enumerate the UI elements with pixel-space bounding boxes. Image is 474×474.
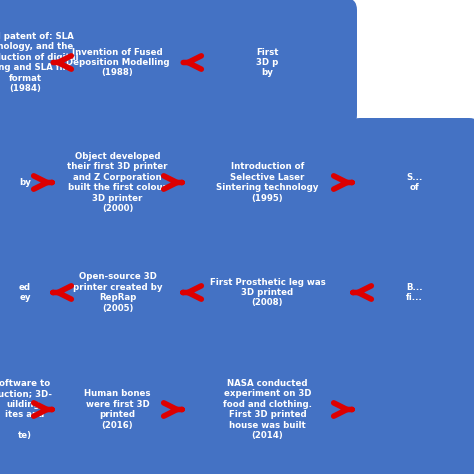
- Text: First
3D p
by: First 3D p by: [256, 47, 279, 77]
- Text: First Prosthetic leg was
3D printed
(2008): First Prosthetic leg was 3D printed (200…: [210, 278, 325, 308]
- Text: ed
ey: ed ey: [19, 283, 31, 302]
- FancyBboxPatch shape: [348, 238, 474, 347]
- Text: NASA conducted
experiment on 3D
food and clothing.
First 3D printed
house was bu: NASA conducted experiment on 3D food and…: [223, 379, 312, 440]
- FancyBboxPatch shape: [48, 0, 187, 127]
- Text: S...
of: S... of: [406, 173, 423, 192]
- Text: Human bones
were first 3D
printed
(2016): Human bones were first 3D printed (2016): [84, 390, 151, 429]
- FancyBboxPatch shape: [178, 238, 357, 347]
- FancyBboxPatch shape: [348, 338, 474, 474]
- Text: B...
fi...: B... fi...: [406, 283, 423, 302]
- FancyBboxPatch shape: [0, 118, 57, 247]
- Text: Invention of Fused
Deposition Modelling
(1988): Invention of Fused Deposition Modelling …: [66, 47, 169, 77]
- FancyBboxPatch shape: [48, 238, 187, 347]
- FancyBboxPatch shape: [348, 118, 474, 247]
- FancyBboxPatch shape: [48, 118, 187, 247]
- FancyBboxPatch shape: [0, 0, 57, 127]
- Text: Open-source 3D
printer created by
RepRap
(2005): Open-source 3D printer created by RepRap…: [73, 273, 162, 312]
- Text: Introduction of
Selective Laser
Sintering technology
(1995): Introduction of Selective Laser Sinterin…: [216, 163, 319, 202]
- FancyBboxPatch shape: [178, 338, 357, 474]
- Text: Filed patent of: SLA
technology, and the
introduction of digital
slicing and SLA: Filed patent of: SLA technology, and the…: [0, 32, 79, 93]
- FancyBboxPatch shape: [0, 338, 57, 474]
- Text: by: by: [19, 168, 31, 197]
- FancyBboxPatch shape: [178, 118, 357, 247]
- FancyBboxPatch shape: [48, 338, 187, 474]
- FancyBboxPatch shape: [0, 238, 57, 347]
- Text: Object developed
their first 3D printer
and Z Corporation
built the first colour: Object developed their first 3D printer …: [67, 152, 168, 213]
- Text: oftware to
uction; 3D-
uilding,
ites and

te): oftware to uction; 3D- uilding, ites and…: [0, 379, 52, 440]
- FancyBboxPatch shape: [178, 0, 357, 127]
